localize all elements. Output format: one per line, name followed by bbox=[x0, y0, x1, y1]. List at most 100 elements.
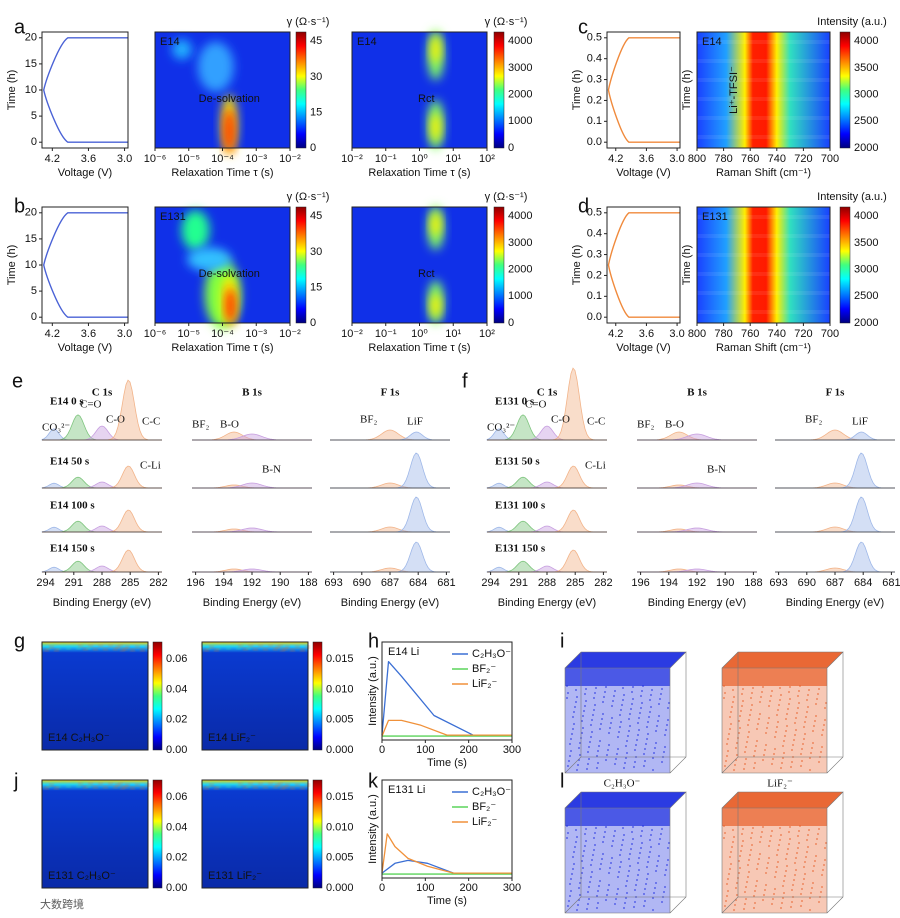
x-tick-label: 700 bbox=[821, 153, 839, 165]
cube-dot bbox=[759, 841, 761, 843]
cube-dot bbox=[569, 895, 571, 897]
cube-dot bbox=[726, 895, 728, 897]
tof-speck bbox=[207, 647, 210, 649]
cube-dot bbox=[607, 889, 609, 891]
peak-label: CO₃²⁻ bbox=[487, 422, 515, 434]
cube-dot bbox=[823, 864, 825, 866]
cube-dot bbox=[811, 747, 813, 749]
tof-speck bbox=[79, 645, 82, 647]
annotation: Rct bbox=[418, 93, 435, 105]
cube-top-band bbox=[722, 668, 827, 686]
row-label: E14 50 s bbox=[50, 456, 90, 468]
colorbar-tick-label: 0.00 bbox=[166, 744, 187, 756]
plot-frame bbox=[606, 206, 681, 324]
cube-dot bbox=[817, 693, 819, 695]
colorbar-tick-label: 3500 bbox=[854, 62, 878, 74]
cube-dot bbox=[732, 701, 734, 703]
cube-dot bbox=[621, 844, 623, 846]
cube-dot bbox=[659, 698, 661, 700]
cube-dot bbox=[734, 764, 736, 766]
cube-dot bbox=[797, 695, 799, 697]
xps-peak bbox=[637, 482, 757, 489]
cube-dot bbox=[571, 873, 573, 875]
cube-dot bbox=[593, 697, 595, 699]
x-tick-label: 100 bbox=[416, 882, 434, 894]
tof-speck bbox=[296, 646, 299, 648]
cube-dot bbox=[610, 722, 612, 724]
peak-label: C-C bbox=[587, 416, 605, 428]
cube-dot bbox=[769, 840, 771, 842]
colorbar-tick-label: 0.015 bbox=[326, 791, 354, 803]
cube-dot bbox=[667, 847, 669, 849]
cube-dot bbox=[824, 847, 826, 849]
y-tick-label: 15 bbox=[25, 58, 37, 70]
cube-dot bbox=[567, 765, 569, 767]
cube-dot bbox=[730, 723, 732, 725]
cube-dot bbox=[738, 872, 740, 874]
cube-dot bbox=[770, 695, 772, 697]
y-tick-label: 20 bbox=[25, 32, 37, 44]
cube-dot bbox=[593, 849, 595, 851]
heat-stripe bbox=[697, 97, 830, 101]
tof-speck bbox=[119, 645, 122, 647]
x-tick-label: 693 bbox=[324, 577, 342, 589]
cube-dot bbox=[619, 726, 621, 728]
tof-speck bbox=[205, 649, 208, 651]
cube-dot bbox=[637, 874, 639, 876]
cube-dot bbox=[608, 884, 610, 886]
cube-dot bbox=[603, 836, 605, 838]
cube-dot bbox=[616, 753, 618, 755]
cube-dot bbox=[628, 730, 630, 732]
cube-dot bbox=[791, 901, 793, 903]
x-tick-label: 10⁰ bbox=[411, 328, 428, 340]
cube-dot bbox=[631, 691, 633, 693]
panel-label: j bbox=[13, 770, 18, 792]
colorbar-tick-label: 4000 bbox=[854, 210, 878, 222]
cube-dot bbox=[645, 743, 647, 745]
peak-label: B-N bbox=[707, 464, 726, 476]
heat-stripe bbox=[697, 253, 830, 257]
x-tick-label: 188 bbox=[744, 577, 762, 589]
tof-speck bbox=[244, 648, 247, 650]
cube-dot bbox=[750, 837, 752, 839]
cube-dot bbox=[645, 883, 647, 885]
cube-dot bbox=[625, 757, 627, 759]
cube-dot bbox=[741, 845, 743, 847]
y-tick-label: 0 bbox=[31, 136, 37, 148]
cube-dot bbox=[656, 725, 658, 727]
cube-dot bbox=[809, 909, 811, 911]
tof-speck bbox=[62, 782, 65, 784]
cube-dot bbox=[632, 698, 634, 700]
colorbar-tick-label: 2000 bbox=[508, 89, 532, 101]
cube-dot bbox=[774, 736, 776, 738]
y-tick-label: 10 bbox=[25, 259, 37, 271]
xps-peak bbox=[330, 429, 450, 441]
x-tick-label: 192 bbox=[243, 577, 261, 589]
cube-dot bbox=[573, 723, 575, 725]
x-tick-label: 3.6 bbox=[81, 328, 96, 340]
cube-dot bbox=[778, 704, 780, 706]
colorbar-tick-label: 3000 bbox=[854, 89, 878, 101]
colorbar-tick-label: 0.015 bbox=[326, 653, 354, 665]
cube-dot bbox=[637, 862, 639, 864]
cube-dot bbox=[575, 701, 577, 703]
heat-stripe bbox=[697, 78, 830, 82]
cube-dot bbox=[754, 902, 756, 904]
tof-speck bbox=[84, 648, 87, 650]
cube-dot bbox=[652, 909, 654, 911]
tof-speck bbox=[259, 783, 262, 785]
cube-top-band bbox=[565, 808, 670, 826]
cube-dot bbox=[798, 690, 800, 692]
cube-dot bbox=[614, 763, 616, 765]
cube-dot bbox=[644, 888, 646, 890]
cube-dot bbox=[655, 870, 657, 872]
cube-dot bbox=[574, 846, 576, 848]
colorbar bbox=[152, 779, 163, 889]
tof-speck bbox=[52, 782, 55, 784]
cube-dot bbox=[731, 846, 733, 848]
cube-dot bbox=[578, 747, 580, 749]
cube-dot bbox=[639, 852, 641, 854]
peak-label: C=O bbox=[80, 399, 102, 411]
cube-dot bbox=[594, 844, 596, 846]
cube-dot bbox=[634, 749, 636, 751]
